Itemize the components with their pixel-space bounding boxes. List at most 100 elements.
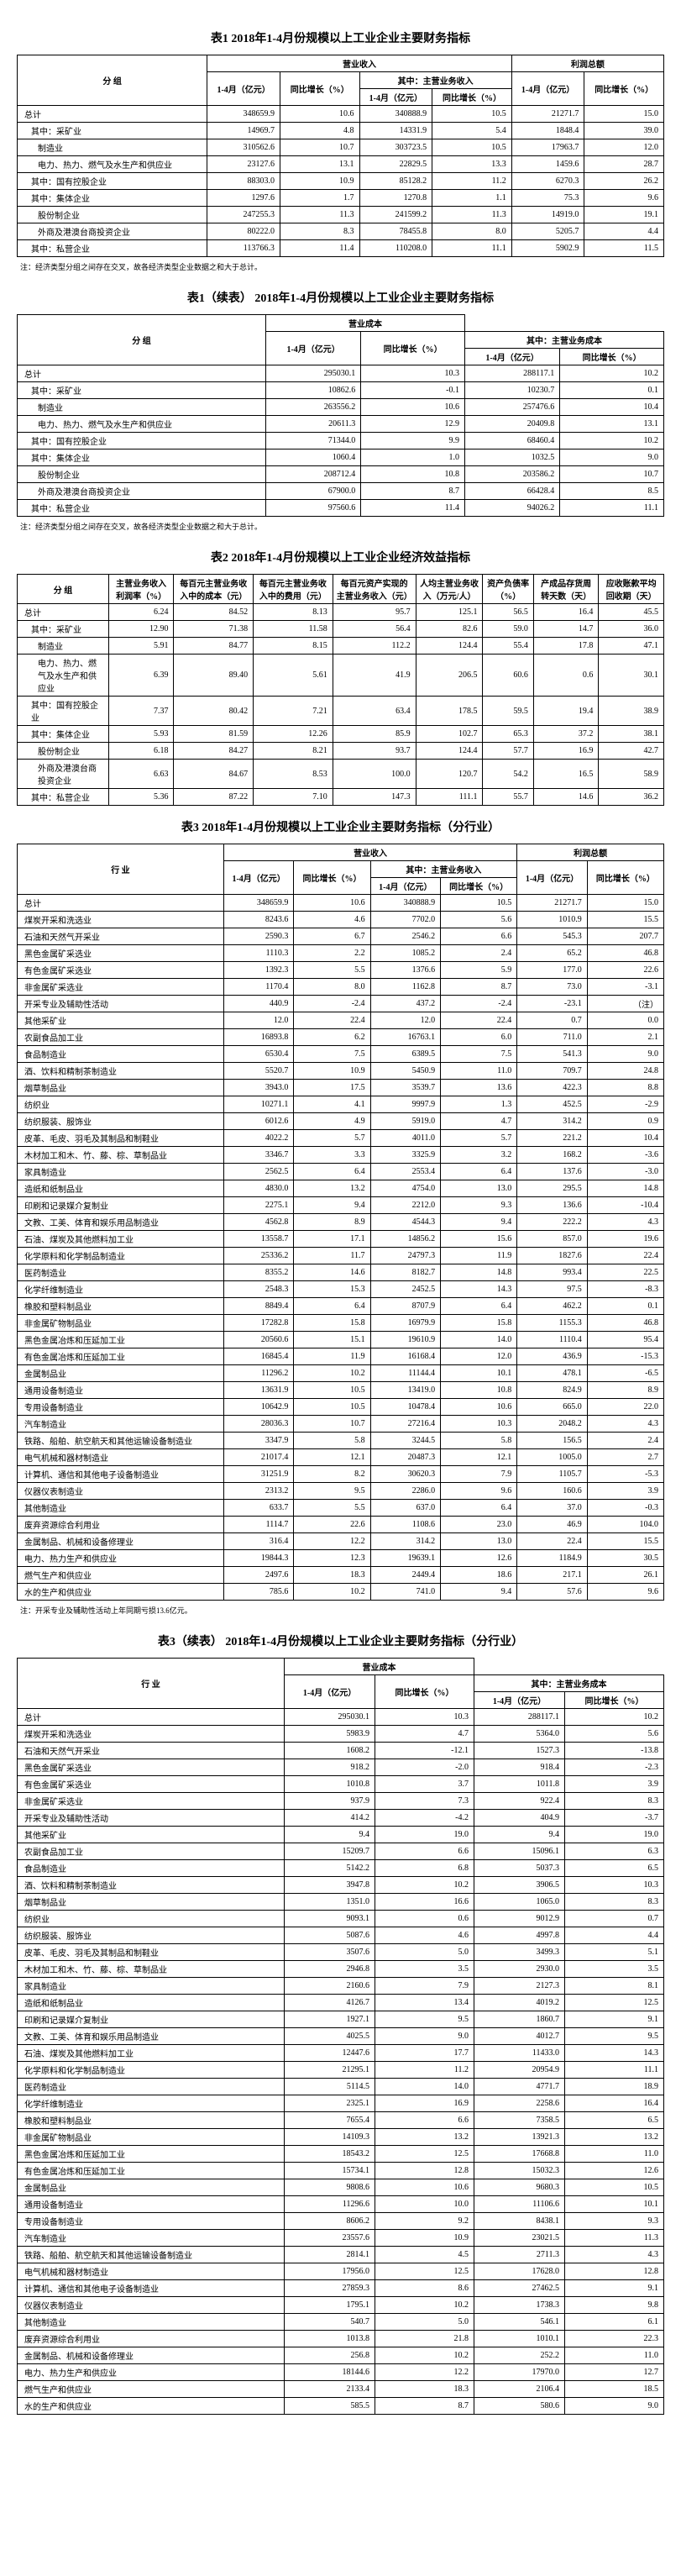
cell: 13.1	[280, 156, 359, 173]
data-row: 纺织业9093.10.69012.90.7	[18, 1911, 664, 1927]
cell: 80.42	[174, 697, 254, 726]
cell: 993.4	[517, 1264, 588, 1281]
data-row: 电气机械和器材制造业21017.412.120487.312.11005.02.…	[18, 1449, 664, 1466]
row-label: 纺织业	[18, 1911, 285, 1927]
cell: 18.6	[441, 1567, 517, 1584]
cell: 7.5	[441, 1046, 517, 1063]
data-row: 医药制造业5114.514.04771.718.9	[18, 2079, 664, 2095]
cell: 5919.0	[370, 1113, 441, 1130]
data-row: 造纸和纸制品业4830.013.24754.013.0295.514.8	[18, 1180, 664, 1197]
cell: 17628.0	[474, 2263, 565, 2280]
cell: 1376.6	[370, 962, 441, 979]
row-label: 外商及港澳台商投资企业	[18, 483, 266, 500]
cell: 1.7	[280, 190, 359, 207]
cell: 16.5	[533, 760, 599, 789]
row-label: 有色金属矿采选业	[18, 1776, 285, 1793]
data-row: 非金属矿物制品业14109.313.213921.313.2	[18, 2129, 664, 2146]
cell: -3.7	[565, 1810, 664, 1827]
cell: 207.7	[587, 928, 663, 945]
cell: 12.8	[375, 2163, 474, 2179]
cell: 5.36	[108, 789, 174, 806]
cell: -15.3	[587, 1348, 663, 1365]
cell: 9680.3	[474, 2179, 565, 2196]
data-row: 橡胶和塑料制品业8849.46.48707.96.4462.20.1	[18, 1298, 664, 1315]
cell: 2286.0	[370, 1483, 441, 1500]
cell: 87.22	[174, 789, 254, 806]
cell: 11.1	[565, 2062, 664, 2079]
cell: 2553.4	[370, 1164, 441, 1180]
cell: 3906.5	[474, 1877, 565, 1894]
row-label: 石油和天然气开采业	[18, 1743, 285, 1759]
cell: 2.4	[587, 1433, 663, 1449]
table-title: 表1 2018年1-4月份规模以上工业企业主要财务指标	[17, 29, 664, 46]
cell: 436.9	[517, 1348, 588, 1365]
cell: 9.6	[587, 1584, 663, 1601]
row-label: 纺织服装、服饰业	[18, 1113, 224, 1130]
data-row: 废弃资源综合利用业1013.821.81010.122.3	[18, 2331, 664, 2347]
cell: 2048.2	[517, 1416, 588, 1433]
data-row: 电力、热力生产和供应业18144.612.217970.012.7	[18, 2364, 664, 2381]
cell: 18.3	[375, 2381, 474, 2398]
cell: 462.2	[517, 1298, 588, 1315]
cell: 84.27	[174, 743, 254, 760]
cell: 21.8	[375, 2331, 474, 2347]
cell: 14.8	[587, 1180, 663, 1197]
cell: -3.6	[587, 1147, 663, 1164]
data-row: 家具制造业2562.56.42553.46.4137.6-3.0	[18, 1164, 664, 1180]
cell: 6.1	[565, 2314, 664, 2331]
data-row: 金属制品、机械和设备修理业316.412.2314.213.022.415.5	[18, 1533, 664, 1550]
row-label: 其中：国有控股企业	[18, 697, 109, 726]
cell: 10862.6	[265, 382, 360, 399]
cell: 14331.9	[359, 123, 432, 139]
cell: 2212.0	[370, 1197, 441, 1214]
cell: 0.1	[560, 382, 664, 399]
row-label: 开采专业及辅助性活动	[18, 996, 224, 1012]
cell: 11.9	[294, 1348, 370, 1365]
cell: 11.4	[280, 240, 359, 257]
cell: 125.1	[416, 604, 483, 621]
cell: 11.1	[560, 500, 664, 517]
cell: 8.2	[294, 1466, 370, 1483]
data-row: 煤炭开采和洗选业8243.64.67702.05.61010.915.5	[18, 912, 664, 928]
data-row: 废弃资源综合利用业1114.722.61108.623.046.9104.0	[18, 1517, 664, 1533]
cell: 8.7	[361, 483, 465, 500]
cell: 4011.0	[370, 1130, 441, 1147]
col-group: 分 组	[18, 315, 266, 365]
data-row: 造纸和纸制品业4126.713.44019.212.5	[18, 1995, 664, 2011]
row-label: 皮革、毛皮、羽毛及其制品和制鞋业	[18, 1944, 285, 1961]
data-row: 水的生产和供应业585.58.7580.69.0	[18, 2398, 664, 2415]
cell: 26.2	[584, 173, 664, 190]
cell: 9012.9	[474, 1911, 565, 1927]
cell: 9.4	[285, 1827, 375, 1843]
cell: 6389.5	[370, 1046, 441, 1063]
data-row: 纺织服装、服饰业6012.64.95919.04.7314.20.9	[18, 1113, 664, 1130]
cell: 5.7	[294, 1130, 370, 1147]
cell: 160.6	[517, 1483, 588, 1500]
cell: 1010.9	[517, 912, 588, 928]
data-row: 煤炭开采和洗选业5983.94.75364.05.6	[18, 1726, 664, 1743]
row-label: 股份制企业	[18, 466, 266, 483]
cell: 5.4	[432, 123, 512, 139]
cell: 4019.2	[474, 1995, 565, 2011]
cell: 57.6	[517, 1584, 588, 1601]
sub: 同比增长（%）	[587, 861, 663, 895]
cell: 1.3	[441, 1096, 517, 1113]
row-label: 通用设备制造业	[18, 1382, 224, 1399]
cell: 2258.6	[474, 2095, 565, 2112]
col-rev: 营业成本	[285, 1659, 474, 1675]
data-row: 石油、煤炭及其他燃料加工业12447.617.711433.014.3	[18, 2045, 664, 2062]
cell: 8.53	[254, 760, 333, 789]
cell: 13.2	[375, 2129, 474, 2146]
cell: 4025.5	[285, 2028, 375, 2045]
cell: 2711.3	[474, 2247, 565, 2263]
cell: 1085.2	[370, 945, 441, 962]
sub: 1-4月（亿元）	[474, 1692, 565, 1709]
data-row: 其中：集体企业1060.41.01032.59.0	[18, 449, 664, 466]
cell: -0.1	[361, 382, 465, 399]
data-row: 其中：采矿业10862.6-0.110230.70.1	[18, 382, 664, 399]
data-row: 总计6.2484.528.1395.7125.156.516.445.5	[18, 604, 664, 621]
cell: 8.9	[587, 1382, 663, 1399]
col: 资产负债率（%）	[483, 575, 533, 604]
data-row: 农副食品加工业15209.76.615096.16.3	[18, 1843, 664, 1860]
row-label: 非金属矿物制品业	[18, 1315, 224, 1332]
